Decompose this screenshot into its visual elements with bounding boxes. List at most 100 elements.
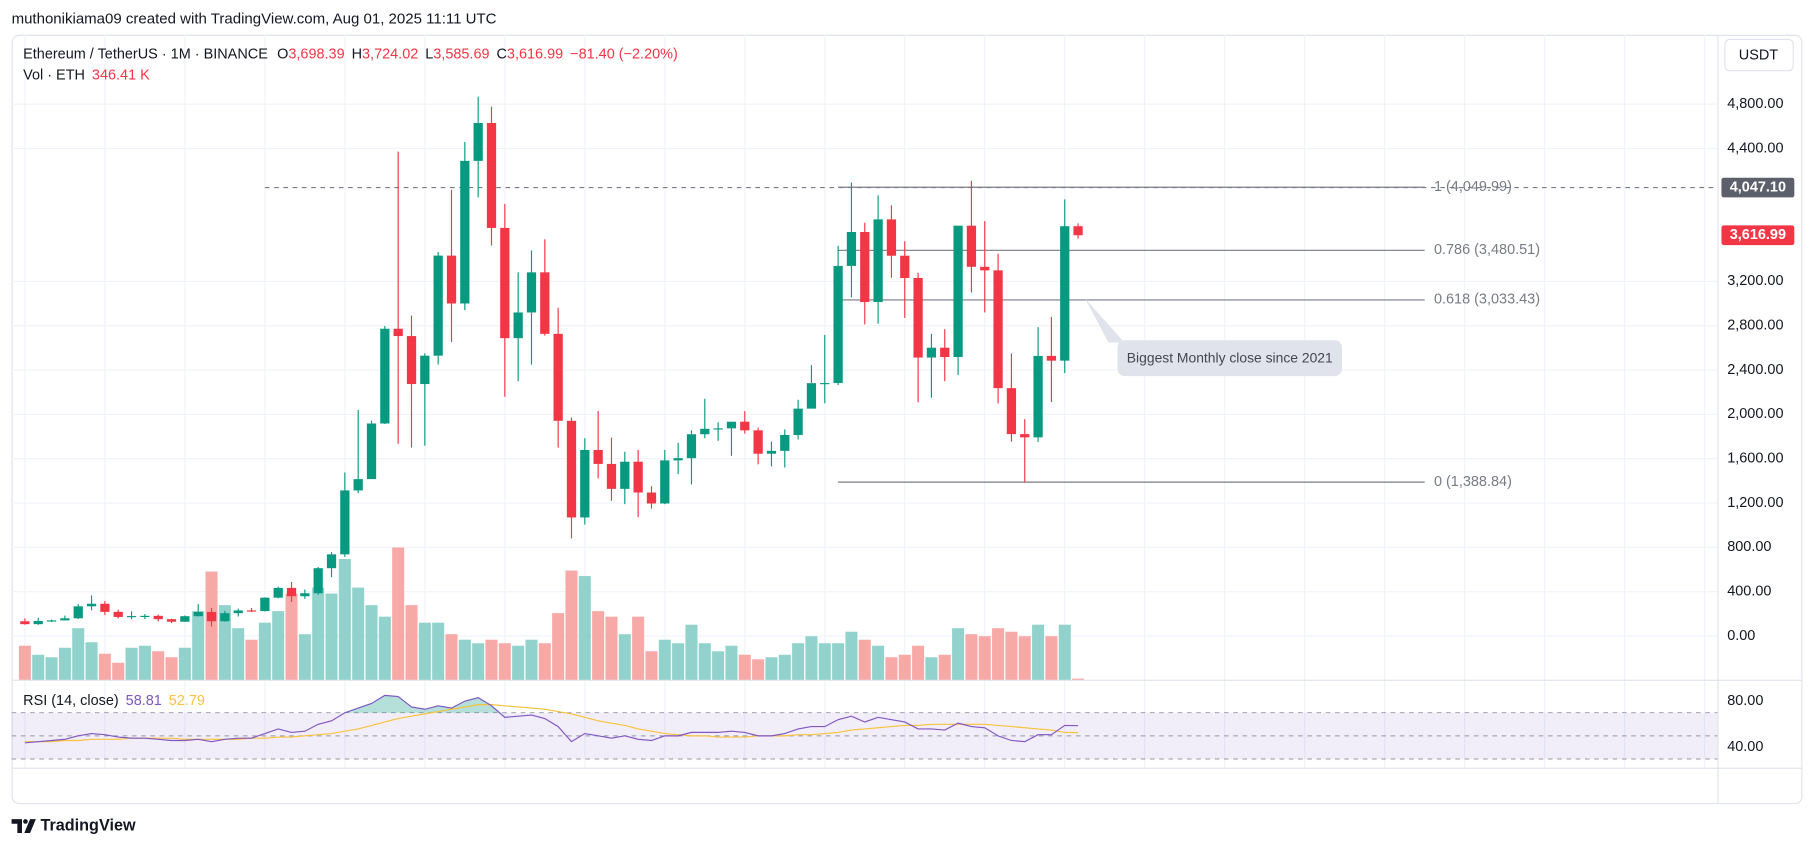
brand-logo-dot xyxy=(23,819,28,824)
y-tick-label: 1,200.00 xyxy=(1727,495,1783,511)
volume-bar xyxy=(898,654,911,681)
candle-body xyxy=(193,611,203,617)
volume-bar xyxy=(738,654,751,681)
candle-body xyxy=(420,355,430,385)
currency[interactable]: USDT xyxy=(1739,47,1779,63)
volume-bar xyxy=(458,639,471,681)
y-tick-label: 2,000.00 xyxy=(1727,406,1783,422)
candle-body xyxy=(673,458,683,461)
candle-body xyxy=(566,420,577,518)
volume-bar xyxy=(378,616,391,681)
candle-body xyxy=(686,434,697,459)
volume-value: 346.41 K xyxy=(92,67,150,83)
volume-bar xyxy=(725,645,738,681)
fib-label: 1 (4,049.99) xyxy=(1434,179,1512,195)
volume-bar xyxy=(485,639,498,681)
volume-bar xyxy=(512,645,525,681)
candle-body xyxy=(713,428,723,430)
volume-bar xyxy=(1018,636,1031,681)
volume-bar xyxy=(432,622,445,681)
volume-bar xyxy=(112,662,125,681)
candle-body xyxy=(660,460,670,504)
volume-bar xyxy=(818,643,831,681)
volume-bar xyxy=(192,611,205,681)
rsi-line xyxy=(24,694,1079,744)
y-tick-label: 2,800.00 xyxy=(1727,318,1783,334)
volume-bar xyxy=(298,634,311,681)
price-line-tag-box xyxy=(1721,177,1795,198)
ohlc-value: 3,585.69 xyxy=(433,46,489,62)
candle-body xyxy=(793,408,803,436)
volume-bar xyxy=(338,559,351,681)
candle-body xyxy=(526,272,537,313)
volume-bar xyxy=(712,651,725,681)
volume-bar xyxy=(632,616,645,681)
candle-body xyxy=(873,219,883,303)
frame xyxy=(11,34,1803,805)
fib-label: 0.786 (3,480.51) xyxy=(1434,242,1540,258)
candle-body xyxy=(926,347,937,358)
candle-body xyxy=(33,620,43,625)
ohlc-key: H xyxy=(352,46,362,62)
ohlc-key: O xyxy=(277,46,288,62)
candle-body xyxy=(393,328,403,337)
volume-bar xyxy=(592,611,605,681)
candle-body xyxy=(180,616,190,622)
candle-body xyxy=(766,450,777,454)
candle-body xyxy=(60,618,70,621)
rsi-tick-label: 40.00 xyxy=(1727,739,1763,755)
candle-body xyxy=(1073,226,1083,236)
rsi-pane xyxy=(11,694,1718,760)
y-tick-label: 2,400.00 xyxy=(1727,362,1783,378)
candle-body xyxy=(313,568,323,594)
candle-body xyxy=(820,383,830,385)
brand: TradingView xyxy=(11,816,136,834)
volume-bar xyxy=(992,628,1005,681)
candle-body xyxy=(100,603,110,612)
candle-body xyxy=(726,421,737,429)
volume-bar xyxy=(445,634,458,681)
volume-bar xyxy=(565,570,578,681)
candle-body xyxy=(380,328,390,424)
currency-box[interactable] xyxy=(1724,38,1794,72)
rsi-name: RSI (14, close) xyxy=(23,693,119,709)
volume-bar xyxy=(965,634,978,681)
candle-body xyxy=(966,225,977,267)
volume-bar xyxy=(1045,636,1058,681)
currency-button[interactable]: USDT xyxy=(1724,38,1794,72)
candle-body xyxy=(433,255,443,356)
y-tick-label: 800.00 xyxy=(1727,539,1771,555)
candle-body xyxy=(953,225,963,358)
volume-bar xyxy=(258,622,271,681)
volume-bar xyxy=(698,643,711,681)
candle-body xyxy=(1046,355,1057,361)
volume-bar xyxy=(45,657,58,681)
candle-body xyxy=(886,219,897,256)
candle-body xyxy=(993,270,1003,389)
y-tick-label: 400.00 xyxy=(1727,583,1771,599)
candle-body xyxy=(1020,434,1030,438)
volume-bar xyxy=(165,657,178,681)
candle-body xyxy=(780,435,790,451)
candle-body xyxy=(286,587,297,597)
volume-bar xyxy=(178,647,191,681)
volume-bar xyxy=(645,651,658,681)
volume-legend: Vol · ETH 346.41 K xyxy=(23,67,150,83)
candle-body xyxy=(326,554,337,569)
volume-bar xyxy=(272,611,285,681)
axes: 2019Jul2020Jul2021Jul2022Jul2023Jul2024J… xyxy=(1721,96,1795,755)
candle-body xyxy=(73,606,83,619)
candle-body xyxy=(340,490,350,555)
y-tick-label: 4,800.00 xyxy=(1727,96,1783,112)
y-tick-label: 1,600.00 xyxy=(1727,451,1783,467)
candle-body xyxy=(46,620,57,622)
ohlc-value: 3,724.02 xyxy=(362,46,418,62)
last-price-tag-box xyxy=(1721,225,1795,246)
volume-bar xyxy=(232,628,245,681)
volume-bar xyxy=(578,576,591,681)
volume-bar xyxy=(325,593,338,681)
volume-bar xyxy=(925,657,938,681)
volume-bar xyxy=(752,659,765,681)
volume-bar xyxy=(1058,624,1071,681)
volume-bar xyxy=(418,622,431,681)
